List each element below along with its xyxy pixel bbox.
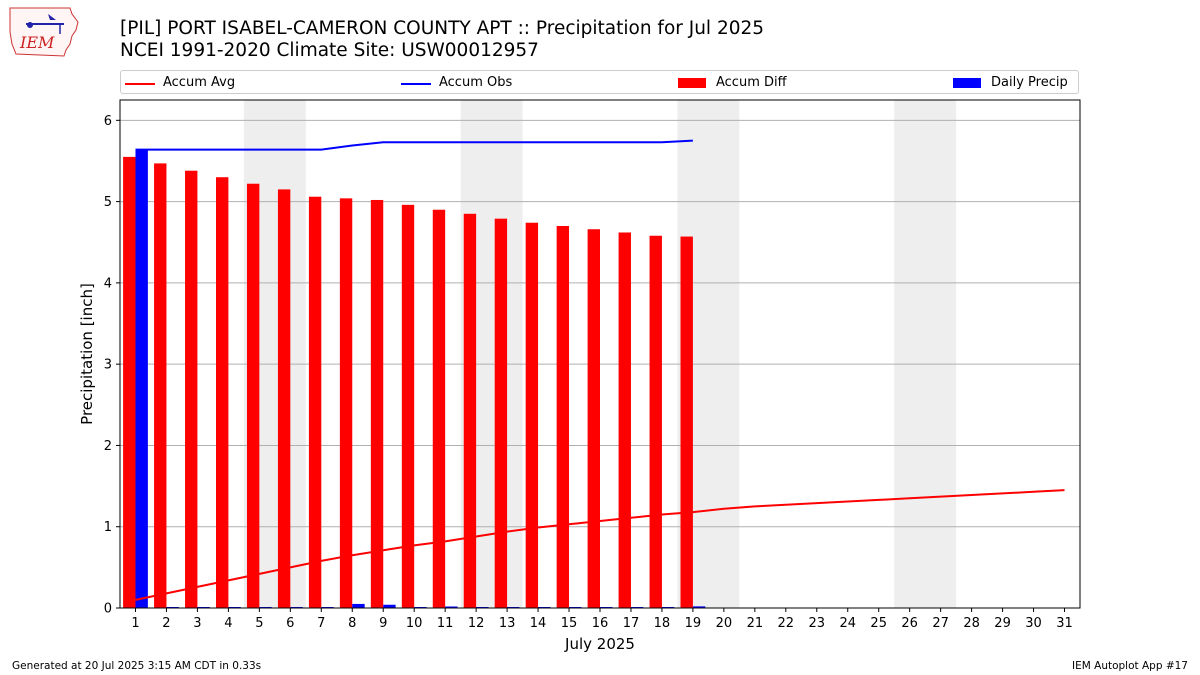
x-tick-label: 13 — [499, 616, 516, 631]
x-tick-label: 19 — [685, 616, 702, 631]
legend-swatch-accum-obs — [401, 83, 431, 85]
x-tick-label: 24 — [839, 616, 856, 631]
accum-diff-bar — [370, 199, 384, 608]
x-tick-label: 15 — [561, 616, 578, 631]
logo-text: IEM — [19, 33, 55, 52]
accum-obs-line — [135, 139, 693, 151]
accum-diff-bar — [494, 218, 508, 608]
footer-app: IEM Autoplot App #17 — [1072, 660, 1188, 672]
x-tick-label: 20 — [716, 616, 733, 631]
x-tick-label: 8 — [348, 616, 356, 631]
y-tick-label: 6 — [104, 114, 112, 129]
x-tick-label: 5 — [255, 616, 263, 631]
legend-swatch-accum-avg — [125, 83, 155, 85]
title-line-2: NCEI 1991-2020 Climate Site: USW00012957 — [120, 40, 539, 61]
daily-precip-bar — [445, 606, 458, 608]
x-tick-label: 4 — [224, 616, 232, 631]
accum-diff-bar — [525, 222, 539, 609]
x-tick-label: 22 — [778, 616, 795, 631]
accum-diff-bar — [339, 198, 353, 608]
accum-diff-bar — [556, 225, 570, 608]
daily-precip-bar — [135, 149, 148, 608]
accum-diff-bar — [401, 204, 415, 608]
x-tick-label: 9 — [379, 616, 387, 631]
y-tick-label: 2 — [104, 439, 112, 454]
y-tick-label: 3 — [104, 358, 112, 373]
x-tick-label: 2 — [162, 616, 170, 631]
x-tick-label: 1 — [131, 616, 139, 631]
x-tick-label: 12 — [468, 616, 485, 631]
accum-diff-bar — [618, 232, 631, 609]
legend-swatch-daily-precip — [953, 78, 981, 88]
chart-title: [PIL] PORT ISABEL-CAMERON COUNTY APT :: … — [120, 18, 764, 62]
y-tick-label: 4 — [104, 276, 112, 291]
accum-diff-bar — [246, 183, 260, 609]
y-tick-label: 5 — [104, 195, 112, 210]
x-tick-label: 31 — [1056, 616, 1073, 631]
legend-label-accum-obs: Accum Obs — [439, 75, 513, 90]
accum-diff-bar — [680, 236, 693, 608]
x-tick-label: 3 — [193, 616, 201, 631]
accum-diff-bar — [216, 177, 229, 608]
weekend-shading — [894, 100, 957, 608]
x-tick-label: 27 — [932, 616, 949, 631]
x-tick-label: 23 — [809, 616, 826, 631]
accum-avg-line — [135, 489, 1065, 601]
accum-diff-bar — [587, 229, 600, 608]
daily-precip-bar — [383, 604, 396, 608]
x-tick-label: 21 — [747, 616, 764, 631]
x-tick-label: 6 — [286, 616, 294, 631]
footer-generated: Generated at 20 Jul 2025 3:15 AM CDT in … — [12, 660, 262, 672]
x-tick-label: 17 — [623, 616, 640, 631]
x-axis-label: July 2025 — [564, 635, 635, 653]
x-tick-label: 14 — [530, 616, 547, 631]
x-tick-label: 28 — [963, 616, 980, 631]
x-tick-label: 30 — [1025, 616, 1042, 631]
daily-precip-bar — [352, 603, 365, 608]
legend-label-daily-precip: Daily Precip — [991, 75, 1068, 90]
accum-diff-bar — [308, 196, 322, 608]
accum-diff-bar — [432, 209, 446, 608]
y-tick-label: 1 — [104, 520, 112, 535]
accum-diff-bar — [277, 189, 291, 608]
accum-diff-bar — [463, 213, 477, 609]
x-tick-label: 16 — [592, 616, 609, 631]
x-tick-label: 18 — [654, 616, 671, 631]
x-tick-label: 11 — [437, 616, 454, 631]
x-tick-label: 29 — [994, 616, 1011, 631]
x-tick-label: 10 — [406, 616, 423, 631]
x-tick-label: 25 — [870, 616, 887, 631]
title-line-1: [PIL] PORT ISABEL-CAMERON COUNTY APT :: … — [120, 18, 765, 39]
accum-diff-bar — [649, 235, 662, 608]
y-tick-label: 0 — [104, 602, 112, 617]
x-tick-label: 7 — [317, 616, 325, 631]
iem-logo: IEM — [6, 4, 82, 60]
y-axis-label: Precipitation [inch] — [78, 283, 96, 425]
legend-label-accum-avg: Accum Avg — [163, 75, 236, 90]
accum-diff-bar — [154, 163, 167, 608]
daily-precip-bar — [692, 606, 706, 608]
legend: Accum Avg Accum Obs Accum Diff Daily Pre… — [120, 70, 1079, 94]
accum-diff-bar — [185, 170, 198, 608]
x-tick-label: 26 — [901, 616, 918, 631]
legend-swatch-accum-diff — [678, 78, 706, 88]
accum-diff-bar — [123, 156, 136, 608]
legend-label-accum-diff: Accum Diff — [716, 75, 787, 90]
